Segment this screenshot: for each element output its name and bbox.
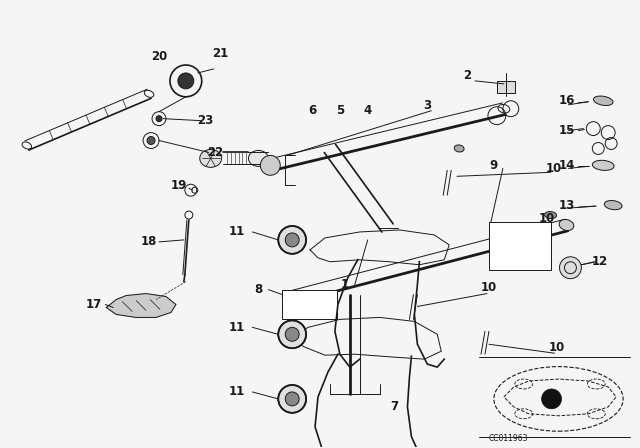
Text: 2: 2	[463, 69, 471, 82]
Text: 21: 21	[212, 47, 228, 60]
Text: 13: 13	[558, 198, 575, 211]
Text: 11: 11	[228, 385, 244, 398]
Text: 15: 15	[558, 124, 575, 137]
Text: 8: 8	[254, 283, 262, 296]
Text: 4: 4	[364, 104, 372, 117]
Text: 11: 11	[228, 321, 244, 334]
Ellipse shape	[593, 160, 614, 170]
Circle shape	[147, 137, 155, 145]
Text: CC011963: CC011963	[489, 434, 529, 443]
Ellipse shape	[200, 150, 221, 168]
Text: 19: 19	[171, 179, 187, 192]
Circle shape	[285, 233, 299, 247]
Text: 20: 20	[151, 50, 167, 63]
Text: 10: 10	[548, 341, 564, 354]
Circle shape	[559, 257, 581, 279]
Text: 3: 3	[423, 99, 431, 112]
Circle shape	[285, 327, 299, 341]
Text: 9: 9	[490, 159, 498, 172]
Text: 23: 23	[198, 114, 214, 127]
Text: 16: 16	[558, 94, 575, 107]
Text: 10: 10	[481, 281, 497, 294]
Polygon shape	[106, 293, 176, 318]
Text: 10: 10	[545, 162, 562, 175]
Ellipse shape	[604, 201, 622, 210]
Text: 6: 6	[308, 104, 316, 117]
Circle shape	[541, 389, 561, 409]
Ellipse shape	[454, 145, 464, 152]
Bar	[497, 81, 515, 93]
Ellipse shape	[593, 96, 613, 105]
Circle shape	[156, 116, 162, 122]
Text: 7: 7	[390, 401, 399, 414]
Text: 22: 22	[207, 146, 224, 159]
Ellipse shape	[248, 151, 268, 166]
Circle shape	[278, 385, 306, 413]
Circle shape	[260, 155, 280, 175]
Circle shape	[278, 320, 306, 348]
Text: 18: 18	[141, 235, 157, 248]
Bar	[282, 289, 337, 319]
Text: 11: 11	[228, 225, 244, 238]
Text: 12: 12	[592, 255, 609, 268]
Bar	[489, 222, 550, 270]
Circle shape	[278, 226, 306, 254]
Text: 14: 14	[558, 159, 575, 172]
Text: 10: 10	[538, 211, 555, 224]
Text: 1: 1	[340, 278, 349, 291]
Circle shape	[178, 73, 194, 89]
Circle shape	[285, 392, 299, 406]
Text: 5: 5	[336, 104, 344, 117]
Ellipse shape	[559, 220, 574, 231]
Ellipse shape	[545, 211, 557, 219]
Text: 17: 17	[85, 298, 102, 311]
